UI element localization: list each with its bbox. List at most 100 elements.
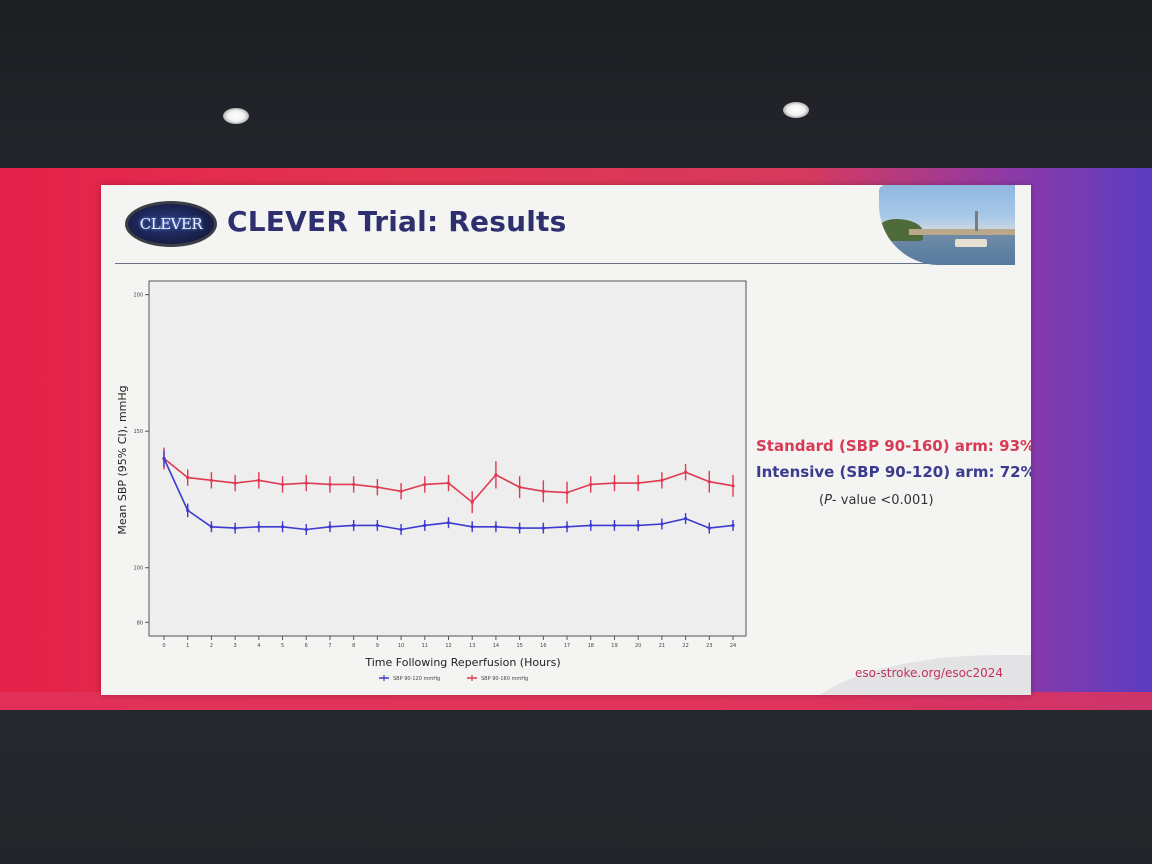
x-tick-label: 24 (730, 643, 736, 649)
data-point (328, 525, 332, 529)
y-tick-label: 150 (133, 429, 143, 435)
p-value-italic: P (824, 493, 832, 508)
p-value-text: (P- value <0.001) (819, 493, 934, 508)
x-tick-label: 13 (469, 643, 475, 649)
header-divider (115, 263, 1015, 264)
x-tick-label: 1 (186, 643, 189, 649)
x-tick-label: 8 (352, 643, 355, 649)
data-point (399, 489, 403, 493)
data-point (209, 525, 214, 529)
y-axis-label: Mean SBP (95% CI), mmHg (116, 385, 129, 534)
photo-trees (879, 219, 923, 241)
data-point (399, 527, 403, 532)
photo-spire (975, 211, 978, 231)
data-point (612, 481, 617, 485)
data-point (352, 482, 356, 487)
data-point (731, 484, 735, 488)
x-tick-label: 2 (210, 643, 213, 649)
data-point (446, 521, 451, 525)
data-point (636, 523, 640, 528)
data-point (541, 489, 545, 493)
x-tick-label: 6 (305, 643, 308, 649)
data-point (280, 525, 285, 529)
data-point (612, 523, 617, 528)
p-value-open: ( (819, 493, 825, 508)
logo-text: CLEVER (139, 215, 203, 233)
data-point (565, 525, 569, 529)
data-point (636, 481, 640, 485)
x-tick-label: 9 (376, 643, 379, 649)
ceiling-light-left (223, 108, 249, 124)
data-point (683, 470, 688, 474)
data-point (352, 523, 356, 528)
data-point (518, 485, 522, 489)
x-tick-label: 10 (398, 643, 404, 649)
data-point (707, 480, 711, 484)
data-point (257, 478, 261, 482)
data-point (589, 523, 593, 528)
clever-logo: CLEVER (125, 201, 217, 247)
footer-url: eso-stroke.org/esoc2024 (855, 666, 1004, 680)
chart-legend: SBP 90-120 mmHg SBP 90-160 mmHg (379, 675, 528, 682)
x-tick-label: 21 (659, 643, 665, 649)
data-point (660, 522, 664, 526)
data-point (233, 481, 237, 485)
data-point (162, 456, 166, 461)
data-point (518, 526, 522, 530)
intensive-arm-label: Intensive (SBP 90-120) arm: 72% (756, 463, 1031, 481)
data-point (423, 523, 427, 528)
x-tick-label: 22 (682, 643, 688, 649)
data-point (683, 516, 688, 521)
x-tick-label: 23 (706, 643, 712, 649)
y-tick-label: 80 (137, 620, 143, 626)
x-tick-label: 12 (445, 643, 451, 649)
plot-frame (148, 280, 747, 637)
data-point (589, 482, 593, 487)
x-tick-label: 11 (422, 643, 428, 649)
data-point (494, 525, 498, 529)
x-tick-label: 7 (328, 643, 331, 649)
city-photo-image (879, 185, 1015, 265)
standard-arm-label: Standard (SBP 90-160) arm: 93% (756, 437, 1031, 455)
x-tick-label: 17 (564, 643, 570, 649)
series-layer (162, 447, 735, 535)
screen-bottom-band (0, 692, 1152, 710)
series-sbp-90-120-mmhg (162, 450, 735, 535)
p-value-rest: - value <0.001) (831, 493, 934, 508)
x-tick-label: 15 (516, 643, 522, 649)
data-point (470, 525, 474, 529)
data-point (565, 491, 569, 495)
data-point (257, 525, 261, 529)
data-point (280, 482, 285, 487)
photo-boat (955, 239, 987, 247)
x-tick-label: 0 (162, 643, 165, 649)
slide-title: CLEVER Trial: Results (227, 205, 567, 238)
data-point (209, 478, 214, 482)
legend-entry: SBP 90-160 mmHg (481, 676, 528, 682)
data-point (328, 482, 332, 487)
x-tick-label: 16 (540, 643, 546, 649)
x-tick-label: 3 (234, 643, 237, 649)
data-point (707, 526, 711, 530)
presentation-slide: CLEVER CLEVER Trial: Results 80 100 150 200… (101, 185, 1031, 695)
data-point (233, 526, 237, 530)
x-tick-label: 14 (493, 643, 499, 649)
x-axis-ticks: 0 1 2 3 4 5 6 7 8 9 10 11 12 13 14 15 16 17 18 19 20 21 22 23 24 (162, 636, 736, 649)
data-point (541, 526, 545, 530)
data-point (446, 481, 451, 485)
series-sbp-90-160-mmhg (162, 447, 735, 514)
data-point (304, 481, 308, 485)
ceiling-light-right (783, 102, 809, 118)
x-tick-label: 4 (257, 643, 260, 649)
photo-bridge (909, 229, 1015, 235)
x-tick-label: 19 (611, 643, 617, 649)
x-axis-label: Time Following Reperfusion (Hours) (364, 656, 560, 669)
data-point (494, 473, 498, 477)
x-tick-label: 5 (281, 643, 284, 649)
data-point (375, 523, 379, 528)
data-point (304, 527, 308, 532)
legend-entry: SBP 90-120 mmHg (393, 676, 440, 682)
data-point (731, 523, 735, 528)
data-point (186, 508, 190, 512)
